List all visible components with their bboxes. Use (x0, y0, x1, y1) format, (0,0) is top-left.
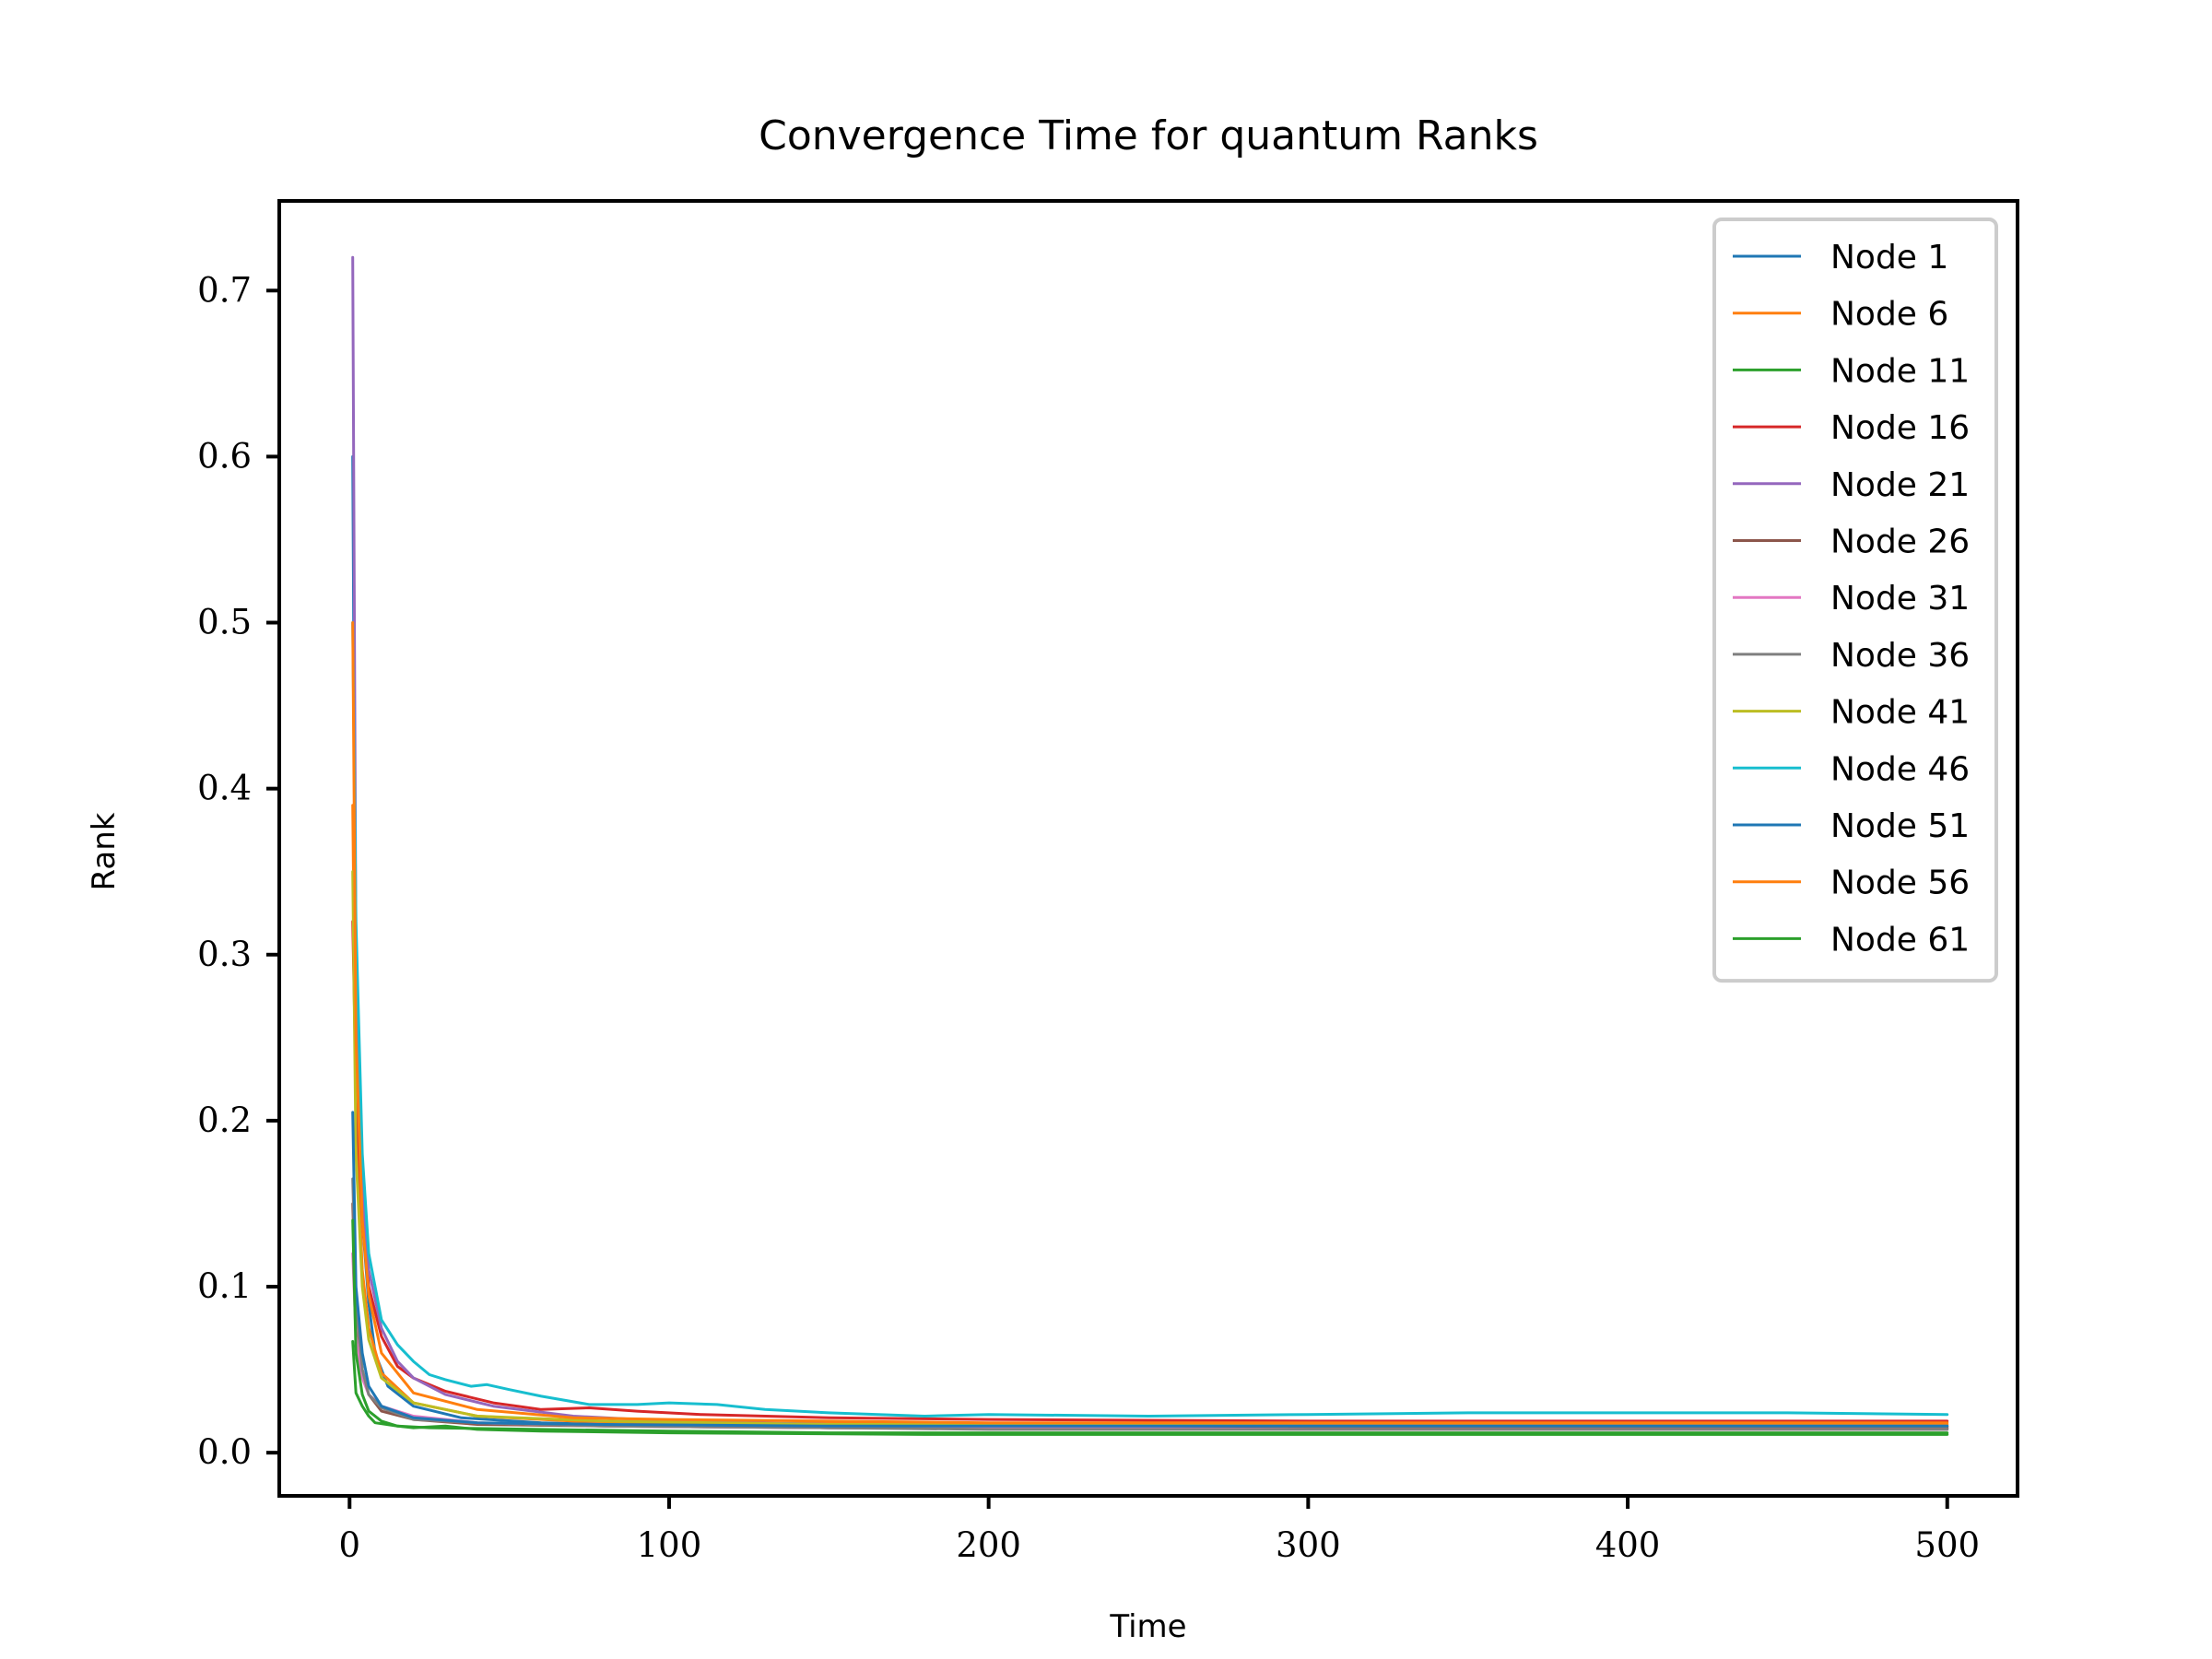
y-tick-label: 0.4 (197, 769, 252, 808)
legend-entry-label: Node 46 (1830, 750, 1970, 788)
legend-entry-label: Node 6 (1830, 296, 1948, 334)
x-tick-label: 300 (1276, 1525, 1341, 1565)
y-tick-label: 0.3 (197, 935, 252, 974)
x-tick-label: 400 (1595, 1525, 1661, 1565)
legend-entry-label: Node 31 (1830, 580, 1970, 618)
series-line-node-46 (351, 621, 1949, 1418)
y-tick-label: 0.5 (197, 603, 252, 642)
x-tick-label: 100 (637, 1525, 702, 1565)
plot-area (351, 255, 1949, 1436)
x-tick-label: 200 (956, 1525, 1021, 1565)
legend-entry-label: Node 21 (1830, 466, 1970, 504)
x-tick-label: 500 (1914, 1525, 1980, 1565)
legend-entry-label: Node 36 (1830, 637, 1970, 675)
legend-entry-label: Node 41 (1830, 694, 1970, 732)
plot-frame (277, 199, 2019, 1498)
series-line-node-56 (351, 621, 1949, 1425)
y-tick-label: 0.6 (197, 436, 252, 476)
axis-ticks: 0 100 200 300 400 500 0.0 0.1 0.2 0.3 0.4 0.5 0.6 0.7 (197, 270, 1980, 1565)
legend-entry-label: Node 26 (1830, 524, 1970, 561)
y-tick-label: 0.1 (197, 1266, 252, 1306)
legend: Node 1 Node 6 Node 11 Node 16 Node 21 Node 26… (1712, 218, 1998, 983)
legend-entry-label: Node 16 (1830, 409, 1970, 447)
series-line-node-61 (351, 1218, 1949, 1436)
y-tick-label: 0.2 (197, 1100, 252, 1140)
x-tick-label: 0 (338, 1525, 360, 1565)
legend-entry-label: Node 11 (1830, 352, 1970, 390)
x-axis-label: Time (1109, 1608, 1186, 1645)
legend-box (1712, 218, 1998, 983)
chart-title: Convergence Time for quantum Ranks (759, 112, 1538, 159)
series-line-node-51 (351, 1111, 1949, 1428)
y-tick-label: 0.0 (197, 1432, 252, 1472)
y-tick-label: 0.7 (197, 270, 252, 310)
legend-entry-label: Node 51 (1830, 807, 1970, 845)
legend-entry-label: Node 56 (1830, 865, 1970, 902)
y-axis-label: Rank (86, 812, 123, 890)
legend-entry-label: Node 1 (1830, 239, 1948, 276)
legend-entry-label: Node 61 (1830, 921, 1970, 959)
